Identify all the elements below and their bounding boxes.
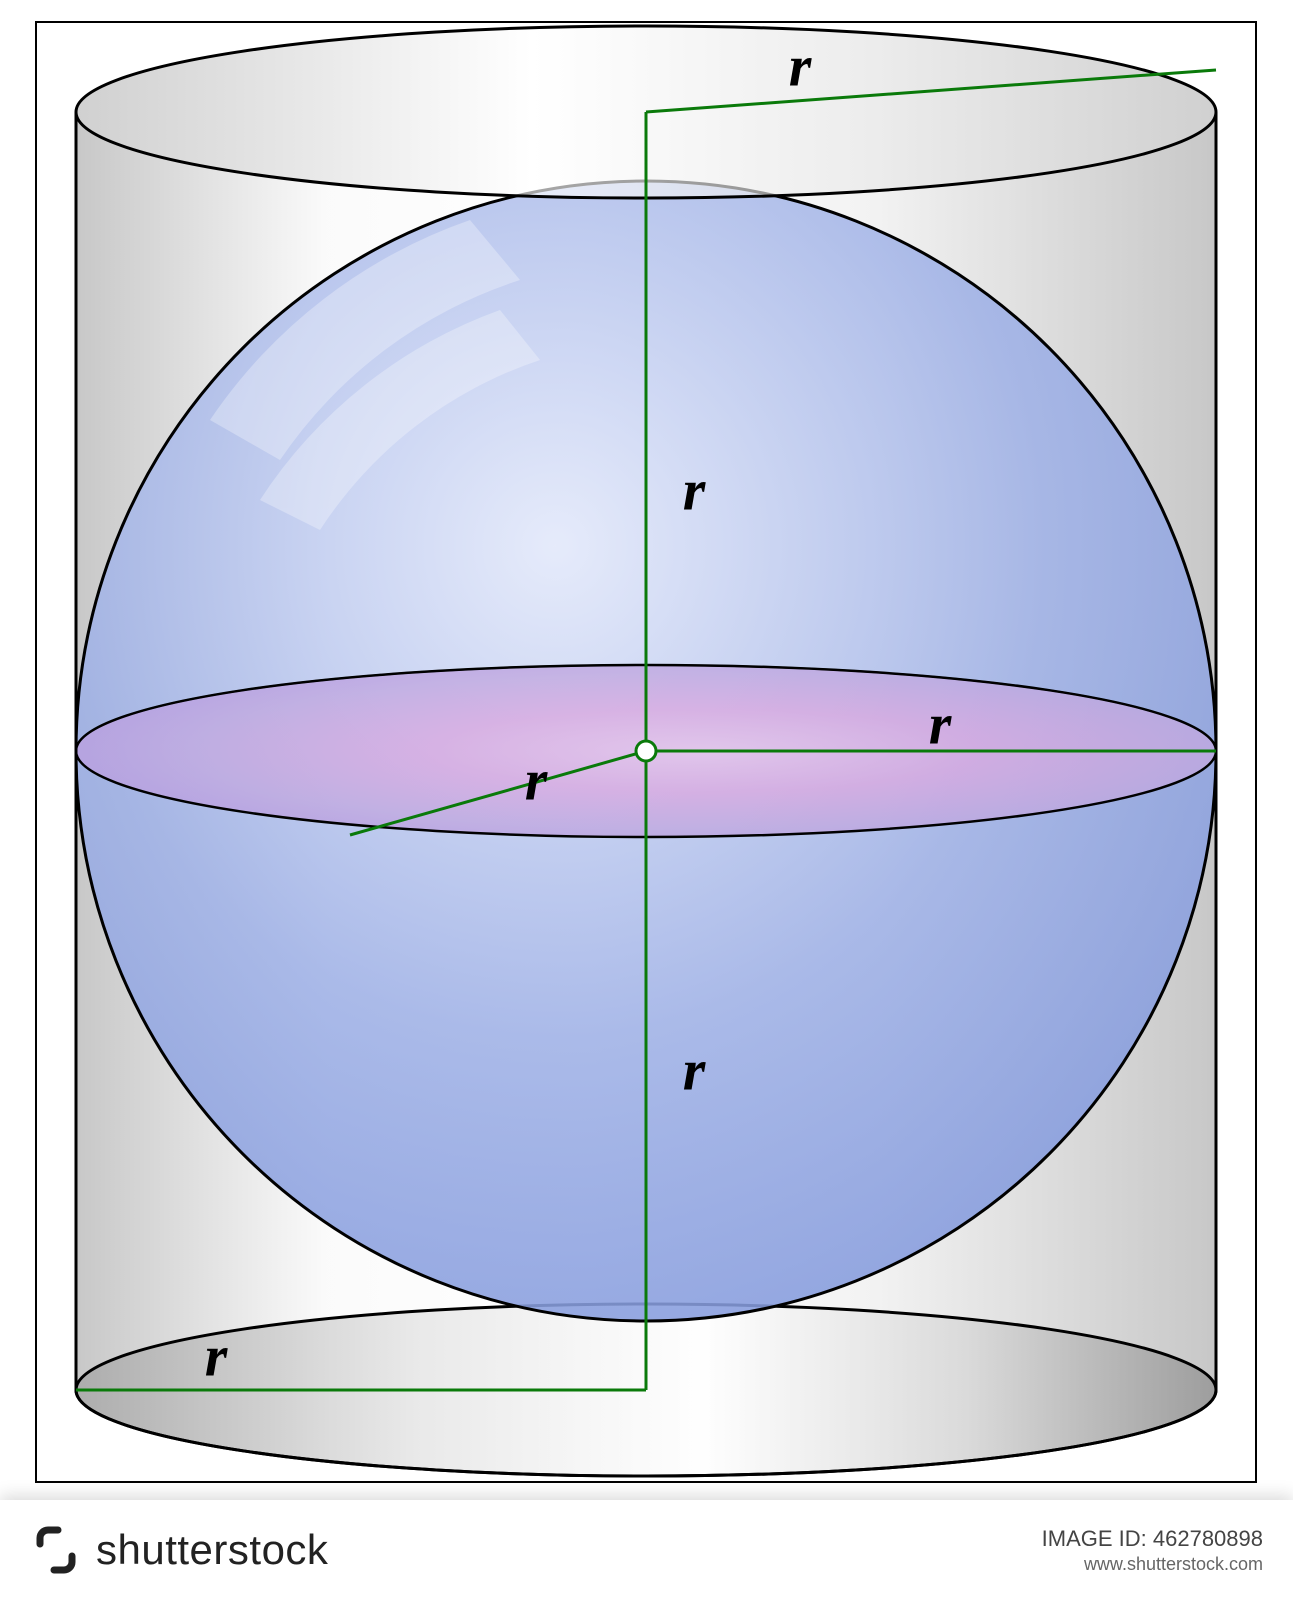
brand: shutterstock [30,1524,328,1576]
label-up: r [683,457,706,524]
label-down: r [683,1037,706,1104]
image-id-label: IMAGE ID: [1042,1526,1147,1551]
sphere-in-cylinder-diagram [0,0,1293,1500]
label-right: r [929,691,952,758]
brand-name: shutterstock [96,1526,328,1574]
shutterstock-logo-icon [30,1524,82,1576]
footer-meta: IMAGE ID: 462780898 www.shutterstock.com [1042,1525,1263,1575]
label-top: r [789,33,812,100]
center-marker [636,741,656,761]
image-id-value: 462780898 [1153,1526,1263,1551]
diagram-area: r r r r r r [0,0,1293,1500]
footer-bar: shutterstock IMAGE ID: 462780898 www.shu… [0,1500,1293,1600]
label-bottom: r [205,1323,228,1390]
label-oblique: r [525,747,548,814]
footer-url: www.shutterstock.com [1042,1553,1263,1576]
